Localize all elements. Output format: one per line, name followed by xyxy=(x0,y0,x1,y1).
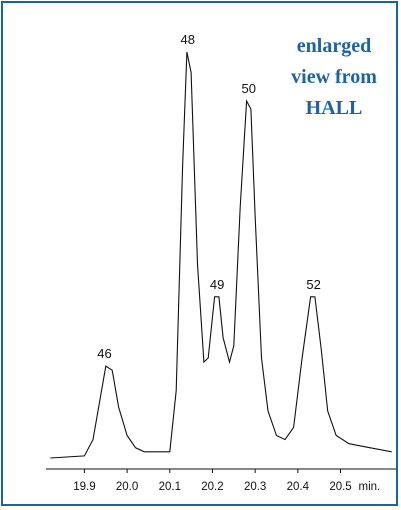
peak-label: 49 xyxy=(210,277,224,292)
annotation-line-2: view from xyxy=(291,66,377,88)
peak-label: 52 xyxy=(306,277,320,292)
peak-labels: 46 48 49 50 52 xyxy=(97,32,321,361)
x-axis-ticks: 19.9 20.0 20.1 20.2 20.3 20.4 20.5 xyxy=(73,469,352,493)
annotation-line-3: HALL xyxy=(306,97,363,119)
x-tick-label: 20.3 xyxy=(244,481,266,493)
x-tick-label: 20.5 xyxy=(329,481,351,493)
x-tick-label: 20.1 xyxy=(159,481,181,493)
x-tick-label: 20.4 xyxy=(287,481,310,493)
peak-label: 46 xyxy=(97,346,111,361)
x-tick-label: 20.2 xyxy=(201,481,223,493)
peak-label: 50 xyxy=(242,81,256,96)
peak-label: 48 xyxy=(180,32,194,47)
chromatogram-trace xyxy=(50,51,392,459)
annotation-line-1: enlarged xyxy=(297,35,371,57)
x-tick-label: 19.9 xyxy=(73,481,95,493)
x-axis-unit-label: min. xyxy=(359,481,381,493)
x-tick-label: 20.0 xyxy=(116,481,138,493)
